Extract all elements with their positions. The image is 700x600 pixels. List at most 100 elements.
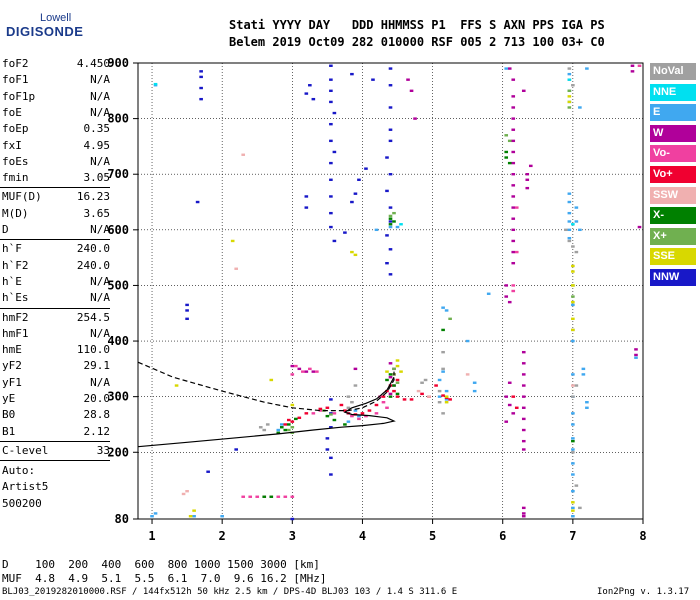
param-row: M(D) 3.65 (2, 206, 110, 222)
point-vo (276, 495, 281, 498)
header-row-1: Stati YYYY DAY DDD HHMMSS P1 FFS S AXN P… (229, 18, 605, 32)
param-row: hmF1 N/A (2, 326, 110, 342)
param-value: N/A (90, 326, 110, 340)
point-w (297, 367, 302, 371)
point-vo (514, 406, 519, 409)
point-noval (353, 384, 358, 387)
point-noval (346, 406, 351, 409)
legend-item-nne: NNE (650, 83, 696, 101)
point-noval (564, 228, 568, 232)
point-nnw (329, 178, 333, 181)
point-noval (571, 84, 575, 87)
point-x (279, 426, 284, 429)
point-w (511, 139, 516, 143)
param-value: 0.35 (83, 122, 111, 136)
point-e (279, 423, 284, 426)
point-w (634, 353, 638, 357)
point-x (392, 220, 396, 223)
point-e (192, 515, 196, 518)
point-e (395, 225, 400, 229)
point-e (574, 220, 579, 223)
point-w (388, 375, 393, 379)
legend-item-sse: SSE (650, 248, 696, 266)
point-nnw (371, 78, 375, 81)
point-vo (374, 412, 379, 415)
point-ssw (185, 489, 189, 493)
point-nne (571, 223, 575, 226)
point-e (444, 389, 449, 393)
param-value: N/A (90, 105, 110, 119)
param-row: foF1p N/A (2, 89, 110, 105)
point-nnw (388, 106, 393, 109)
point-x (392, 211, 396, 215)
x-tick-label: 6 (499, 529, 506, 543)
param-separator (0, 187, 110, 189)
point-noval (258, 426, 263, 429)
point-sse (399, 370, 403, 373)
param-value: 240.0 (76, 242, 110, 256)
param-name: foEp (2, 122, 29, 136)
point-e (571, 412, 575, 415)
point-w (630, 64, 635, 67)
point-nne (567, 78, 572, 81)
point-noval (574, 250, 579, 254)
point-vo (514, 206, 519, 209)
point-nnw (388, 67, 393, 70)
x-tick-label: 2 (219, 529, 226, 543)
param-row: foF1 N/A (2, 72, 110, 88)
param-row: D N/A (2, 222, 110, 238)
point-vo (514, 250, 519, 254)
point-nnw (185, 303, 189, 307)
point-nnw (329, 473, 333, 476)
point-nnw (329, 398, 333, 401)
point-w (504, 395, 509, 398)
point-vo (374, 403, 379, 407)
point-ssw (427, 395, 431, 398)
point-noval (571, 245, 575, 248)
param-value: N/A (90, 375, 110, 389)
point-x (504, 134, 509, 137)
param-separator (0, 440, 110, 442)
point-nnw (206, 470, 210, 473)
param-name: h`F (2, 242, 22, 256)
param-row: B0 28.8 (2, 407, 110, 423)
point-e (567, 192, 572, 195)
point-e (571, 462, 575, 465)
point-e (388, 225, 393, 229)
point-vo (248, 495, 253, 498)
point-vo (297, 416, 302, 419)
point-e (437, 395, 442, 398)
point-nnw (388, 220, 393, 223)
point-e (346, 420, 351, 423)
point-e (571, 339, 575, 343)
param-row: foEs N/A (2, 154, 110, 170)
point-e (276, 428, 281, 432)
point-w (511, 228, 516, 232)
point-vo (511, 395, 516, 398)
param-separator (0, 239, 110, 241)
point-sse (567, 95, 572, 98)
point-x (343, 423, 347, 426)
point-nnw (329, 225, 333, 229)
param-value: 4.450 (76, 57, 110, 70)
point-w (511, 217, 516, 220)
y-tick-label: 600 (107, 223, 129, 237)
point-e (585, 67, 589, 70)
point-noval (441, 350, 445, 354)
point-w (511, 150, 516, 154)
param-row: B1 2.12 (2, 424, 110, 440)
point-e (571, 423, 575, 426)
point-vo (283, 495, 288, 498)
point-vo (360, 412, 365, 415)
point-e (150, 515, 154, 518)
param-name: foE (2, 105, 22, 119)
point-nnw (329, 161, 333, 165)
point-vo (350, 414, 354, 418)
point-w (511, 95, 516, 98)
point-x (388, 373, 393, 376)
point-vo (325, 406, 330, 409)
point-sse (571, 264, 575, 268)
point-vo (511, 289, 516, 293)
point-w (507, 300, 512, 304)
point-w (504, 284, 509, 287)
